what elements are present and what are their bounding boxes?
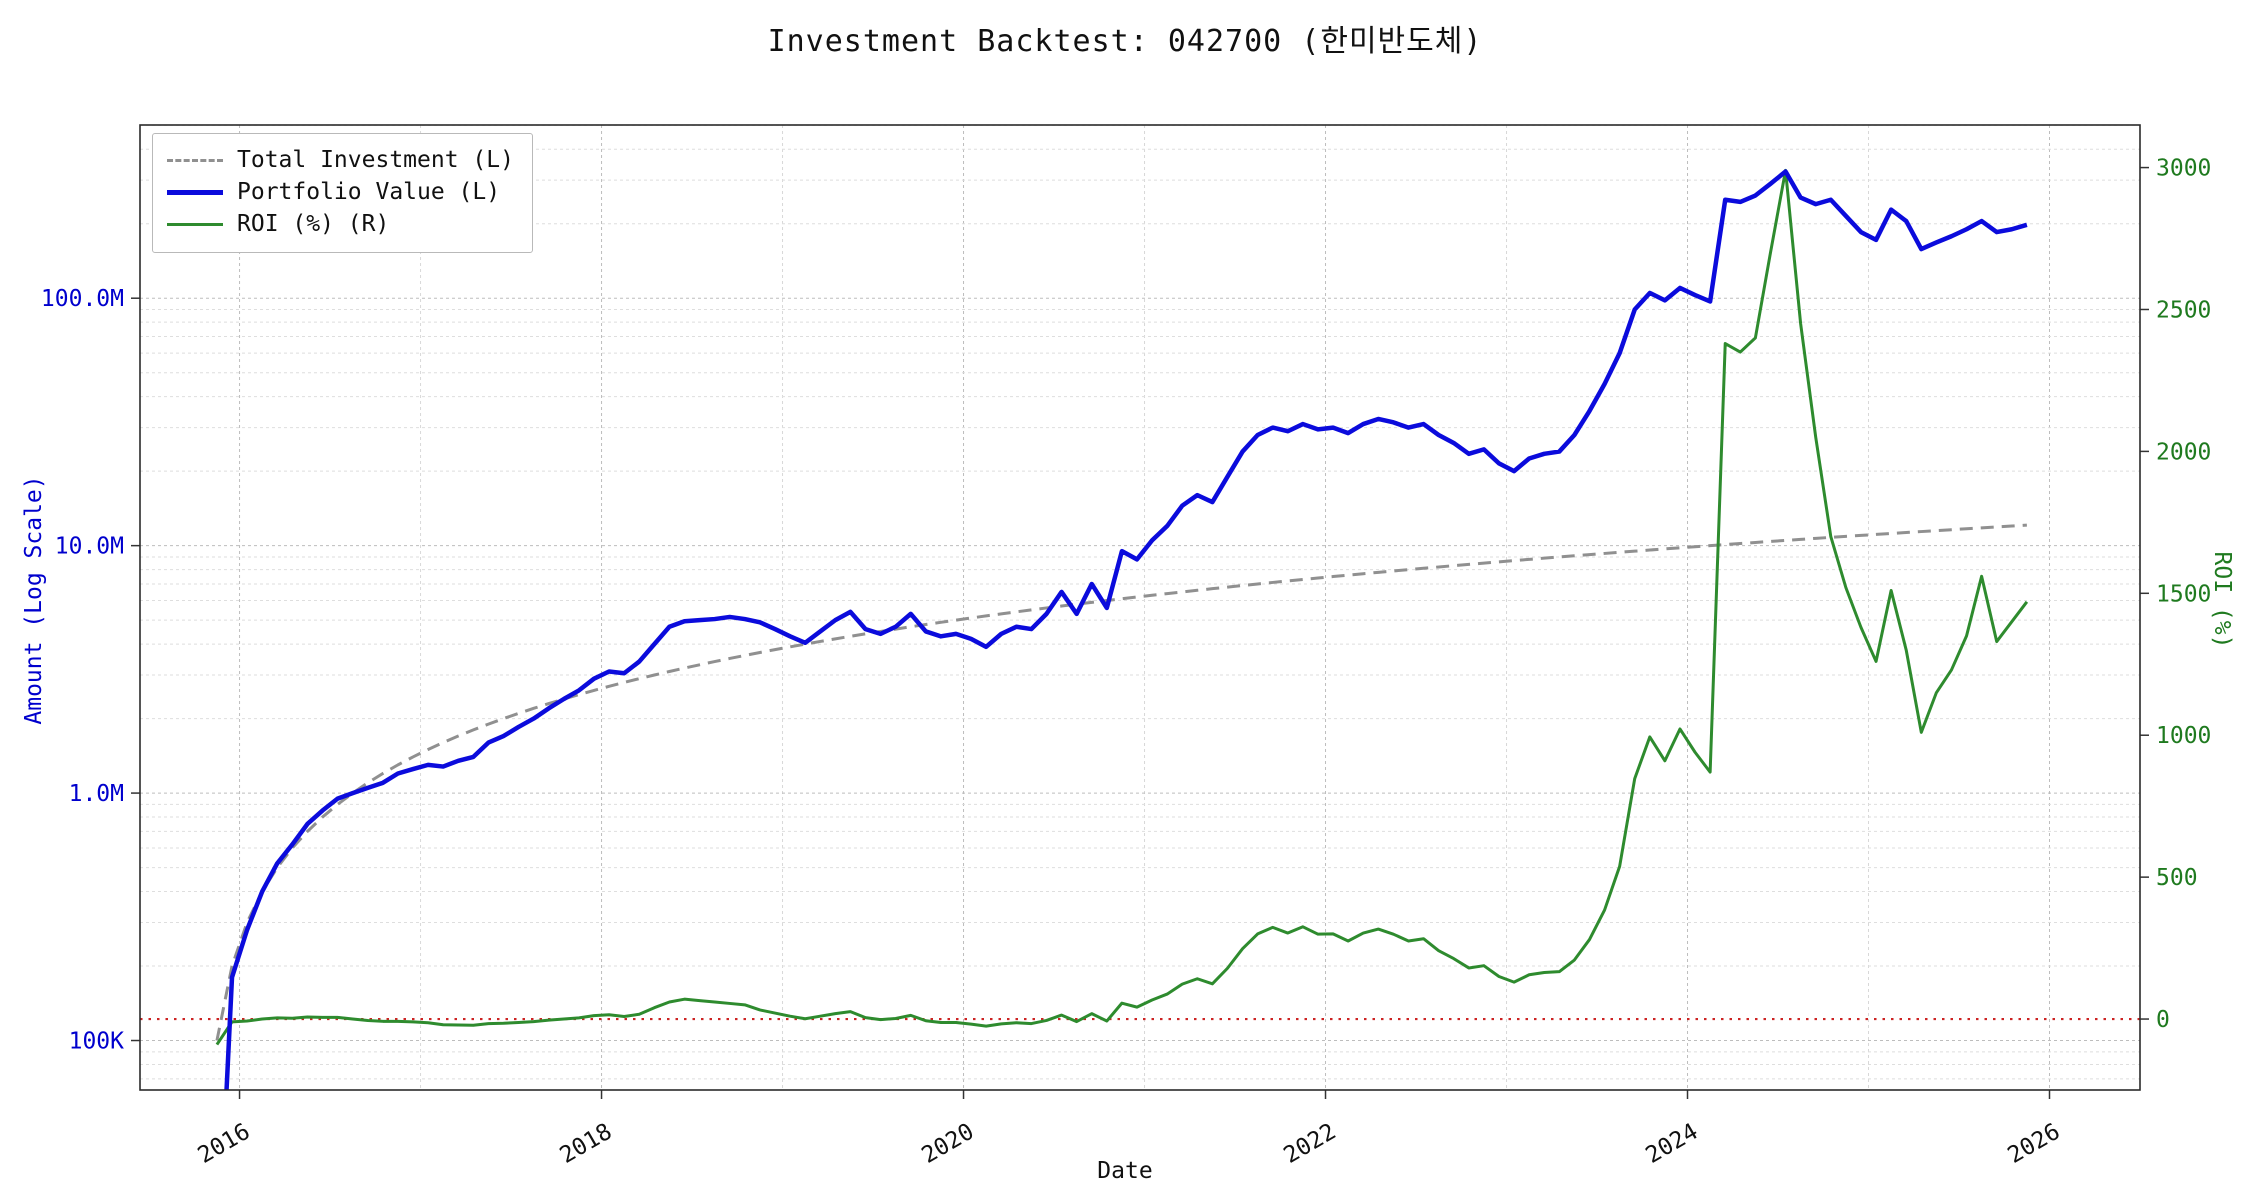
svg-text:3000: 3000 (2156, 156, 2211, 182)
right-axis-title: ROI (%) (2209, 551, 2235, 649)
legend-label: Portfolio Value (L) (237, 179, 501, 205)
left-axis-title: Amount (Log Scale) (21, 475, 47, 725)
svg-text:2500: 2500 (2156, 297, 2211, 323)
legend-item-total-investment: Total Investment (L) (167, 144, 514, 176)
svg-text:0: 0 (2156, 1007, 2170, 1033)
green-line-swatch (167, 222, 223, 226)
svg-text:10.0M: 10.0M (55, 534, 124, 560)
dashed-line-swatch (167, 158, 223, 162)
chart-title: Investment Backtest: 042700 (한미반도체) (767, 24, 1483, 59)
svg-text:1000: 1000 (2156, 723, 2211, 749)
svg-text:2000: 2000 (2156, 439, 2211, 465)
svg-text:100K: 100K (69, 1029, 125, 1055)
legend-item-portfolio-value: Portfolio Value (L) (167, 176, 514, 208)
svg-text:100.0M: 100.0M (41, 286, 124, 312)
x-axis-title: Date (1097, 1158, 1153, 1184)
legend-label: ROI (%) (R) (237, 211, 390, 237)
svg-text:1500: 1500 (2156, 581, 2211, 607)
legend: Total Investment (L) Portfolio Value (L)… (152, 133, 533, 253)
svg-text:1.0M: 1.0M (69, 781, 124, 807)
blue-line-swatch (167, 189, 223, 195)
legend-label: Total Investment (L) (237, 147, 514, 173)
legend-item-roi: ROI (%) (R) (167, 208, 514, 240)
svg-text:500: 500 (2156, 865, 2198, 891)
